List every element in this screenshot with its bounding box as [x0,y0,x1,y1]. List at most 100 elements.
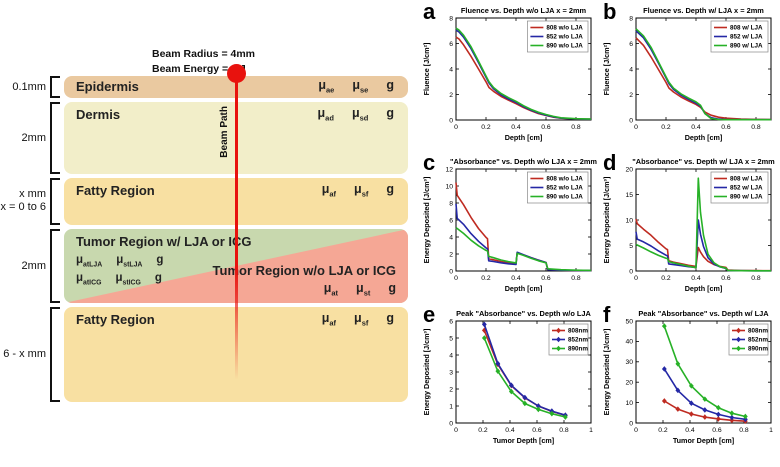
svg-text:0: 0 [629,117,633,124]
svg-text:0.8: 0.8 [739,427,749,434]
svg-text:0.8: 0.8 [571,124,581,131]
svg-text:0.6: 0.6 [532,427,542,434]
svg-text:8: 8 [629,15,633,22]
svg-text:0.6: 0.6 [721,275,731,282]
svg-text:0.8: 0.8 [751,275,761,282]
svg-text:4: 4 [449,234,453,241]
svg-text:6: 6 [449,217,453,224]
svg-text:0.4: 0.4 [691,124,701,131]
svg-text:808 w/ LJA: 808 w/ LJA [730,176,763,183]
svg-text:0: 0 [629,268,633,275]
panel-d-letter: d [603,150,617,175]
panel-c-letter: c [423,150,436,175]
thickness-label-fatty-upper: x mm x = 0 to 6 [0,188,46,213]
svg-text:10: 10 [445,183,453,190]
tumor-lja-coefficients: μatLJA μstLJA g [76,254,164,269]
bracket-dermis [50,102,60,174]
svg-text:808 w/o LJA: 808 w/o LJA [546,176,583,183]
svg-text:Fluence [J/cm²]: Fluence [J/cm²] [602,43,611,96]
svg-text:852 w/o LJA: 852 w/o LJA [546,34,583,41]
svg-text:Fluence vs. Depth w/ LJA x = 2: Fluence vs. Depth w/ LJA x = 2mm [643,6,764,15]
tumor-with-coefficients: μatLJA μstLJA g μatICG μstICG g [76,254,163,291]
svg-text:6: 6 [449,318,453,325]
thickness-label-dermis: 2mm [21,132,46,144]
svg-text:0.6: 0.6 [712,427,722,434]
svg-text:20: 20 [625,380,633,387]
layer-fatty-lower-coefficients: μaf μsf g [321,311,394,328]
svg-text:"Absorbance" vs. Depth w/o LJA: "Absorbance" vs. Depth w/o LJA x = 2mm [450,157,597,166]
svg-text:890 w/ LJA: 890 w/ LJA [730,43,763,50]
chart-d-absorbance-w-lja: 0 0.2 0.4 0.6 0.8 0 5 10 15 20"Absorbance" vs. De… [602,157,775,293]
panel-e: e 0 0.2 0.4 0.6 0.8 1 0 1 2 3 4 5 6 Peak "Absorbance"… [420,302,600,465]
svg-text:0: 0 [454,427,458,434]
svg-text:8: 8 [449,200,453,207]
svg-text:Peak "Absorbance" vs. Depth w/: Peak "Absorbance" vs. Depth w/ LJA [638,309,769,318]
bracket-fatty-upper [50,178,60,225]
panel-b-letter: b [603,0,617,24]
beam-radius-label: Beam Radius = 4mm [152,48,256,60]
svg-text:Peak "Absorbance" vs. Depth w/: Peak "Absorbance" vs. Depth w/o LJA [456,309,591,318]
svg-text:2: 2 [449,386,453,393]
thickness-label-fatty-lower: 6 - x mm [3,348,46,360]
svg-text:10: 10 [625,400,633,407]
svg-text:Fluence vs. Depth w/o LJA x =: Fluence vs. Depth w/o LJA x = 2mm [461,6,587,15]
svg-text:10: 10 [625,217,633,224]
svg-text:808nm: 808nm [748,328,768,335]
beam-energy-label: Beam Energy = 1 J [152,62,246,75]
svg-text:1: 1 [769,427,773,434]
svg-text:852 w/ LJA: 852 w/ LJA [730,185,763,192]
plots-grid: a 0 0.2 0.4 0.6 0.8 0 2 4 6 8 Fluence vs. Depth w/… [420,0,780,467]
panel-a-letter: a [423,0,436,24]
svg-text:808nm: 808nm [568,328,588,335]
svg-text:5: 5 [449,335,453,342]
beam-annotation: Beam Radius = 4mm Beam Energy = 1 J [152,47,255,76]
panel-f: f 0 0.2 0.4 0.6 0.8 1 0 10 20 30 40 50 Peak "Absorba… [600,302,780,465]
tumor-icg-coefficients: μatICG μstICG g [76,272,162,287]
svg-text:0: 0 [449,420,453,427]
beam-path-label: Beam Path [219,106,230,158]
svg-text:Energy Deposited [J/cm³]: Energy Deposited [J/cm³] [602,177,611,264]
svg-text:0: 0 [449,117,453,124]
svg-text:40: 40 [625,339,633,346]
beam-source-icon [227,64,246,83]
svg-text:890nm: 890nm [568,346,588,353]
svg-text:5: 5 [629,243,633,250]
svg-text:8: 8 [449,15,453,22]
svg-text:890nm: 890nm [748,346,768,353]
panel-d: d 0 0.2 0.4 0.6 0.8 0 5 10 15 20 "Absorbance" vs. … [600,150,780,313]
svg-text:0: 0 [634,124,638,131]
svg-text:Energy Deposited [J/cm³]: Energy Deposited [J/cm³] [602,329,611,416]
svg-text:0: 0 [634,427,638,434]
svg-text:0.6: 0.6 [541,275,551,282]
svg-text:20: 20 [625,166,633,173]
svg-text:0.6: 0.6 [721,124,731,131]
panel-e-letter: e [423,302,436,327]
svg-text:0.4: 0.4 [505,427,515,434]
svg-text:1: 1 [449,403,453,410]
svg-text:0.2: 0.2 [658,427,668,434]
tumor-without-coefficients: μat μst g [323,280,396,298]
layer-fatty-upper-coefficients: μaf μsf g [321,182,394,199]
svg-text:852nm: 852nm [748,337,768,344]
svg-text:50: 50 [625,318,633,325]
svg-text:890 w/o LJA: 890 w/o LJA [546,43,583,50]
panel-c: c 0 0.2 0.4 0.6 0.8 0 2 4 6 8 10 12 "Absorbance" vs.… [420,150,600,313]
svg-text:1: 1 [589,427,593,434]
svg-text:2: 2 [629,92,633,99]
beam-path-line [234,80,238,380]
svg-text:4: 4 [449,352,453,359]
layer-fatty-upper-title: Fatty Region [76,183,155,198]
svg-text:0: 0 [454,124,458,131]
svg-text:"Absorbance" vs. Depth w/ LJA: "Absorbance" vs. Depth w/ LJA x = 2mm [632,157,775,166]
svg-text:Energy Deposited [J/cm³]: Energy Deposited [J/cm³] [422,329,431,416]
svg-text:Depth [cm]: Depth [cm] [505,284,543,293]
svg-text:30: 30 [625,359,633,366]
svg-text:0.8: 0.8 [559,427,569,434]
svg-text:852 w/ LJA: 852 w/ LJA [730,34,763,41]
svg-text:808 w/o LJA: 808 w/o LJA [546,25,583,32]
layer-tumor-with-title: Tumor Region w/ LJA or ICG [76,234,252,249]
svg-text:0.2: 0.2 [478,427,488,434]
svg-text:0.2: 0.2 [661,275,671,282]
svg-text:6: 6 [629,41,633,48]
